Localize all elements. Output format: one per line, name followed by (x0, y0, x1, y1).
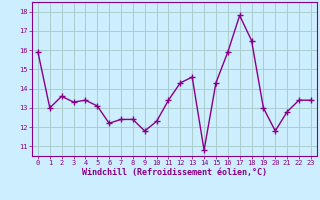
X-axis label: Windchill (Refroidissement éolien,°C): Windchill (Refroidissement éolien,°C) (82, 168, 267, 177)
